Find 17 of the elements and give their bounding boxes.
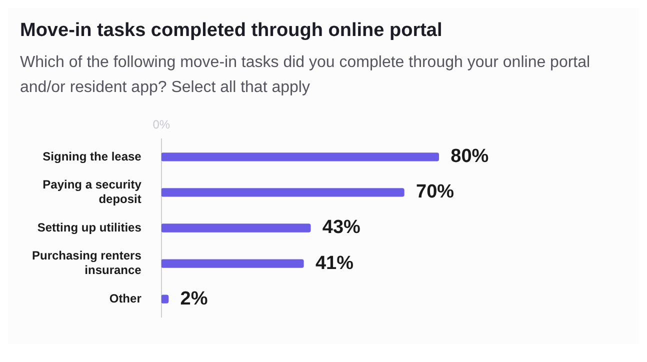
bar [161, 152, 440, 162]
chart-title: Move-in tasks completed through online portal [19, 19, 444, 42]
data-label: 70% [416, 182, 454, 203]
y-tick-label: Purchasing renters insurance [32, 248, 142, 278]
data-label: 2% [180, 288, 208, 310]
data-label: 80% [450, 146, 489, 168]
data-label: 43% [322, 217, 361, 238]
bar [161, 294, 169, 304]
y-tick-label: Other [109, 291, 142, 306]
bar [161, 224, 311, 232]
y-tick-label: Paying a security deposit [42, 178, 142, 206]
bar [161, 188, 404, 197]
data-label: 41% [315, 252, 354, 274]
chart-subtitle: Which of the following move-in tasks did you complete through your online portal and/or resident app? Select all that apply [19, 53, 592, 98]
y-tick-label: Setting up utilities [37, 220, 142, 234]
y-tick-label: Signing the lease [42, 149, 142, 164]
bar [161, 259, 304, 268]
